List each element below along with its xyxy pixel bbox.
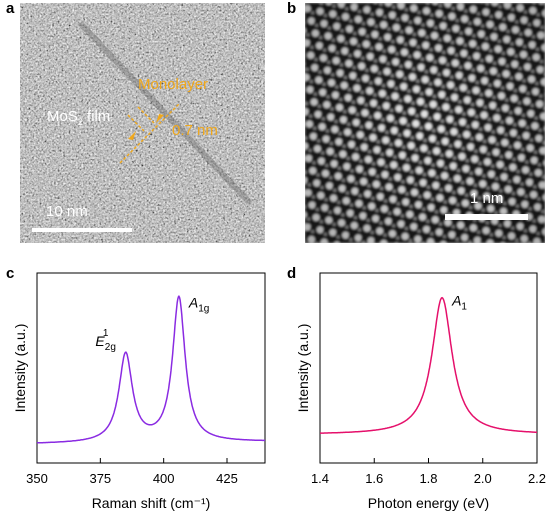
film-edge-line-2 [137,106,155,124]
film-label: MoS2 film [47,108,111,127]
plot-frame-c [36,272,266,464]
tem-texture-a [20,3,265,243]
x-tick-label-d-0: 1.4 [311,471,329,486]
x-tick-label-d-3: 2.0 [474,471,492,486]
x-tick-label-c-3: 425 [216,471,238,486]
y-axis-label-d: Intensity (a.u.) [295,324,311,413]
x-axis-label-c: Raman shift (cm⁻¹) [92,495,211,511]
x-tick-label-d-1: 1.6 [365,471,383,486]
spectrum-line-c [36,295,265,444]
tem-annotations-a [32,102,181,232]
scale-label-a: 10 nm [46,203,88,220]
x-tick-label-c-0: 350 [26,471,48,486]
tem-image-b: 1 nm [305,3,545,243]
scale-bar-b [445,214,528,220]
scale-bar-a [32,228,132,232]
thickness-label: 0.7 nm [172,122,218,139]
panel-label-b: b [287,0,297,17]
y-axis-label-c: Intensity (a.u.) [12,324,28,413]
monolayer-pointer-line [119,102,181,164]
peak-label-c-1: A1g [188,295,209,315]
panel-label-d: d [287,265,297,282]
thickness-arrow-left [128,131,136,140]
peak-label-c-0: E2g1 [95,328,115,353]
x-tick-label-c-2: 400 [153,471,175,486]
plot-frame-d [319,272,538,464]
film-edge-line-1 [127,114,145,132]
pl-chart: 1.4 1.6 1.8 2.0 2.2 Photon energy (eV) Intensi… [295,272,546,511]
spectrum-line-d [320,296,537,434]
x-tick-label-d-2: 1.8 [419,471,437,486]
x-axis-label-d: Photon energy (eV) [368,495,489,511]
scale-label-b: 1 nm [470,190,504,207]
monolayer-label: Monolayer [138,76,209,93]
panel-label-c: c [6,265,15,282]
lattice-texture-b [305,3,545,243]
peak-label-d-0: A1 [451,293,467,313]
tem-image-a: MoS2 film Monolayer 0.7 nm 10 nm [20,3,265,243]
raman-chart: 350 375 400 425 Raman shift (cm⁻¹) Intensity … [12,272,266,511]
panel-label-a: a [6,0,15,17]
thickness-arrow-right [156,114,164,123]
x-tick-label-c-1: 375 [89,471,111,486]
x-tick-label-d-4: 2.2 [528,471,546,486]
